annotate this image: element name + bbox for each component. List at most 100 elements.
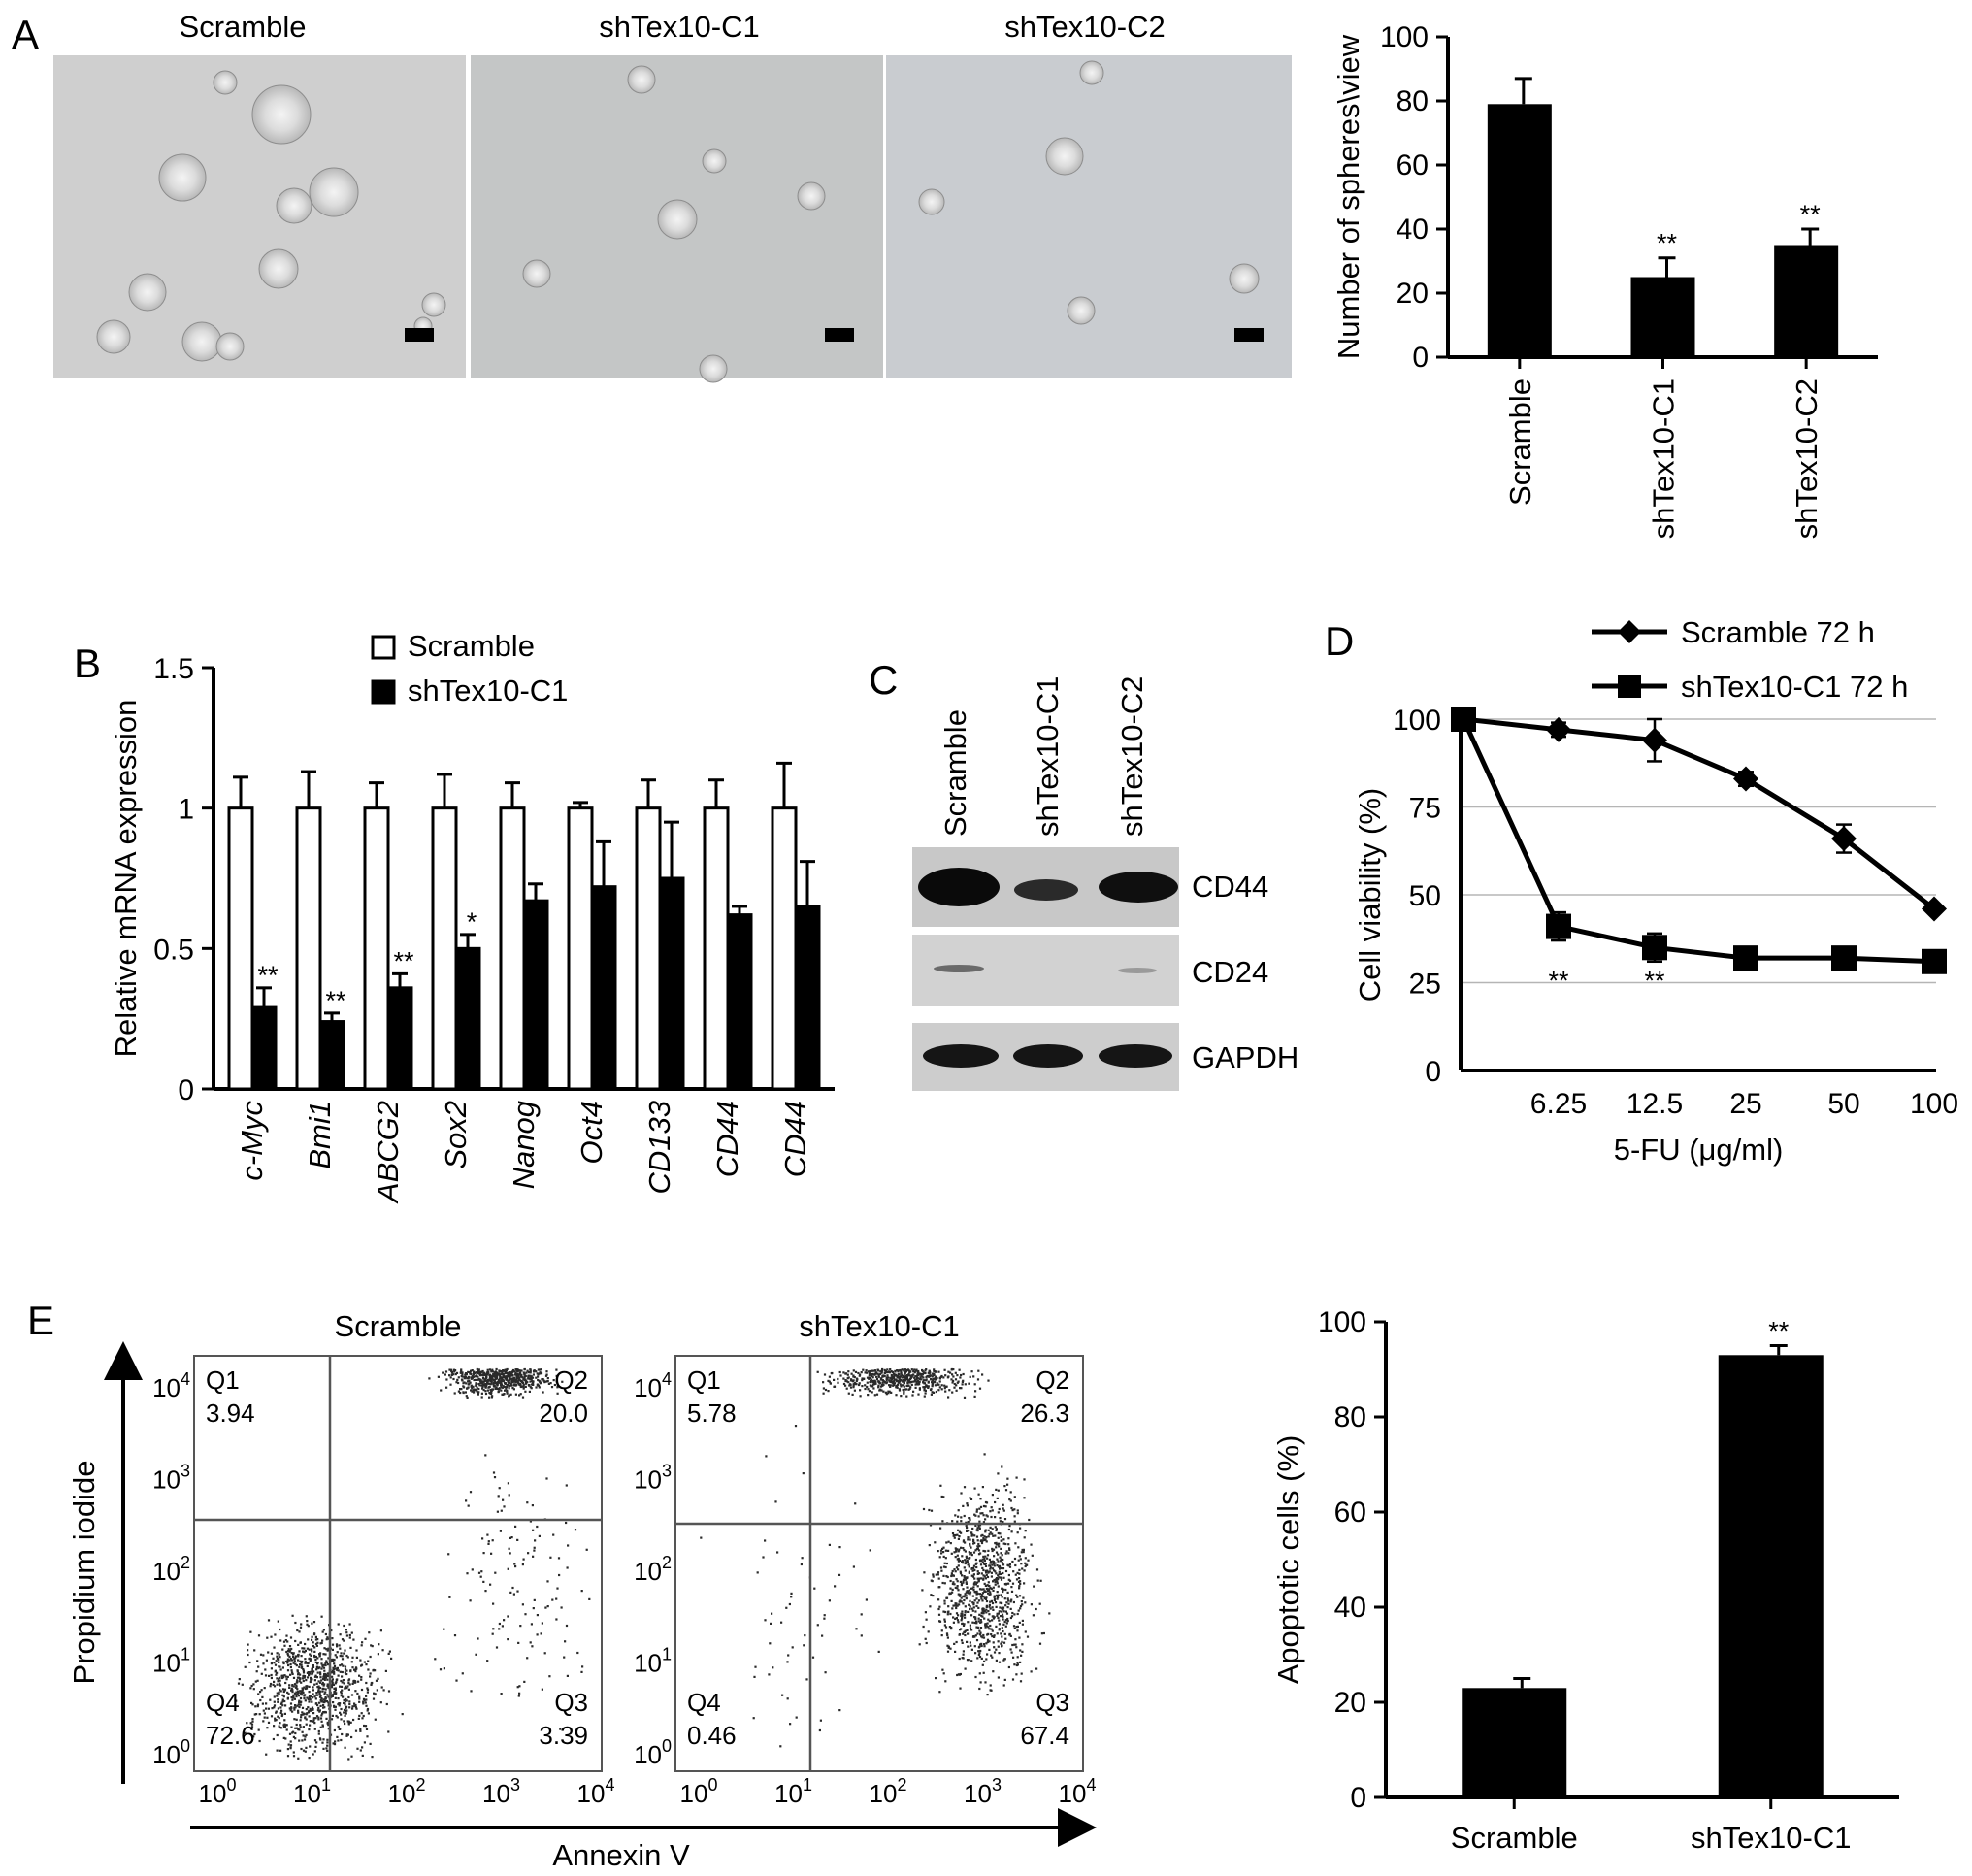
flow-plot-frame	[674, 1355, 1084, 1772]
x-tick-label: 6.25	[1530, 1088, 1587, 1120]
cell-sphere-group	[96, 70, 446, 362]
y-tick-label: 103	[152, 1462, 190, 1495]
significance-mark: **	[1768, 1317, 1790, 1346]
blot-band	[1118, 968, 1157, 973]
x-tick-label: Bmi1	[303, 1101, 337, 1169]
micrograph-title: shTex10-C1	[599, 10, 759, 44]
x-tick-label: shTex10-C1	[1691, 1821, 1851, 1855]
y-axis-title: Relative mRNA expression	[109, 700, 143, 1058]
quadrant-name: Q1	[206, 1366, 240, 1395]
x-tick-label: 103	[964, 1775, 1002, 1808]
x-tick-label: Scramble	[1503, 378, 1537, 506]
y-tick-label: 80	[1397, 85, 1429, 117]
panel-a-label: A	[12, 12, 39, 57]
x-tick-label: 101	[293, 1775, 331, 1808]
quadrant-percent: 3.94	[206, 1399, 255, 1428]
y-tick-label: 60	[1334, 1497, 1366, 1529]
bar-scramble	[771, 806, 798, 1091]
y-axis-title: Apoptotic cells (%)	[1271, 1435, 1305, 1685]
micrograph-title: shTex10-C2	[1004, 10, 1165, 44]
blot-band	[923, 1044, 999, 1068]
western-blot: Scramble shTex10-C1 shTex10-C2 CD44 CD24…	[912, 676, 1298, 1091]
x-tick-label: Sox2	[439, 1101, 473, 1169]
legend-label: Scramble	[408, 629, 535, 663]
bar-scramble	[431, 806, 458, 1091]
bar-shtex10-c1	[386, 986, 413, 1091]
bar-scramble	[363, 806, 390, 1091]
legend-swatch	[371, 679, 396, 705]
bar-shtex10-c1	[590, 885, 617, 1091]
y-tick-label: 20	[1334, 1687, 1366, 1719]
significance-mark: **	[1657, 229, 1678, 258]
bar-shtex10-c1	[318, 1020, 345, 1091]
blot-band	[934, 965, 984, 972]
bar	[1487, 104, 1552, 358]
bar-scramble	[703, 806, 730, 1091]
y-tick-label: 25	[1409, 969, 1441, 1001]
y-tick-label: 0	[1412, 342, 1429, 374]
quadrant-percent: 5.78	[687, 1399, 737, 1428]
quadrant-name: Q4	[206, 1688, 240, 1717]
square-marker	[1733, 945, 1758, 971]
bar-scramble	[567, 806, 594, 1091]
quadrant-name: Q1	[687, 1366, 721, 1395]
y-tick-label: 102	[634, 1553, 672, 1586]
blot-band	[1014, 879, 1078, 901]
bar-scramble	[499, 806, 526, 1091]
x-tick-label: CD133	[642, 1101, 676, 1195]
x-tick-label: 100	[1910, 1088, 1958, 1120]
quadrant-name: Q3	[554, 1688, 588, 1717]
y-tick-label: 0	[1350, 1782, 1366, 1814]
quadrant-name: Q4	[687, 1688, 721, 1717]
flow-event-dots	[700, 1367, 1051, 1748]
bar-shtex10-c1	[250, 1005, 278, 1091]
x-axis-title: 5-FU (μg/ml)	[1614, 1133, 1784, 1167]
x-tick-label: 104	[577, 1775, 615, 1808]
y-axis-title: Propidium iodide	[67, 1461, 101, 1685]
flow-plot: shTex10-C1 Q1 5.78 Q2 26.3 Q3 67.4 Q4 0.46 100100…	[634, 1309, 1096, 1808]
bar-shtex10-c1	[794, 905, 821, 1091]
y-tick-label: 100	[1380, 21, 1429, 53]
bar-scramble	[295, 806, 322, 1091]
y-axis-title: Number of spheres\view	[1331, 34, 1365, 359]
square-marker	[1642, 935, 1667, 961]
flow-plot-title: shTex10-C1	[799, 1309, 959, 1343]
y-tick-label: 20	[1397, 278, 1429, 310]
y-tick-label: 100	[1393, 705, 1441, 737]
y-tick-label: 104	[634, 1369, 672, 1402]
y-tick-label: 80	[1334, 1401, 1366, 1433]
legend-label: Scramble 72 h	[1681, 615, 1875, 649]
significance-mark: **	[257, 961, 279, 990]
micrograph-title: Scramble	[180, 10, 307, 44]
x-tick-label: CD44	[710, 1101, 744, 1177]
chart-a: 0 20 40 60 80 100 Scramble ** shTex10-C1 ** shTex1…	[1331, 21, 1878, 539]
x-tick-label: 50	[1827, 1088, 1859, 1120]
micrograph-shtex10-c2	[886, 55, 1292, 378]
y-tick-label: 50	[1409, 880, 1441, 912]
diamond-marker	[1831, 826, 1857, 852]
blot-band	[1099, 872, 1178, 903]
quadrant-percent: 67.4	[1020, 1721, 1069, 1750]
y-tick-label: 100	[152, 1736, 190, 1769]
y-tick-label: 100	[634, 1736, 672, 1769]
y-tick-label: 104	[152, 1369, 190, 1402]
cell-sphere-group	[522, 65, 826, 383]
x-tick-label: shTex10-C1	[1647, 378, 1681, 539]
y-tick-label: 60	[1397, 149, 1429, 181]
quadrant-name: Q2	[554, 1366, 588, 1395]
x-tick-label: CD44	[778, 1101, 812, 1177]
quadrant-percent: 20.0	[539, 1399, 588, 1428]
y-tick-label: 40	[1334, 1592, 1366, 1624]
bar-scramble	[635, 806, 662, 1091]
y-tick-label: 101	[634, 1645, 672, 1678]
micrograph-panel: Scramble shTex10-C1 shTex10-C2	[53, 10, 1292, 383]
legend-label: shTex10-C1	[408, 674, 568, 708]
x-tick-label: Scramble	[1451, 1821, 1578, 1855]
diamond-marker	[1642, 727, 1667, 753]
panel-b-label: B	[74, 641, 101, 686]
legend-marker	[1618, 675, 1641, 698]
x-tick-label: shTex10-C2	[1790, 378, 1824, 539]
y-axis-title: Cell viability (%)	[1353, 788, 1387, 1002]
bar-shtex10-c1	[454, 946, 481, 1091]
x-tick-label: 102	[388, 1775, 426, 1808]
